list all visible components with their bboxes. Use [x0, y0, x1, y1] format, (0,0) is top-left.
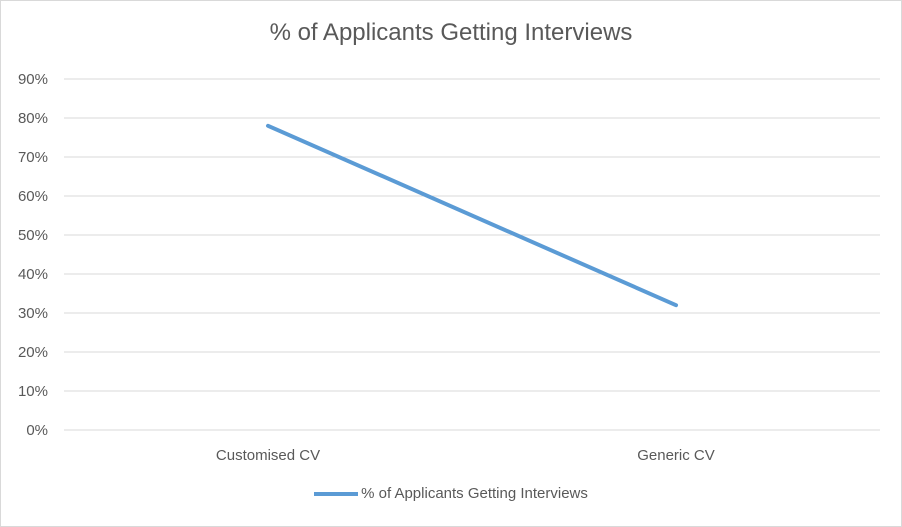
series-line — [266, 123, 678, 308]
y-tick-label: 80% — [18, 110, 48, 127]
y-tick-label: 30% — [18, 305, 48, 322]
y-tick-label: 70% — [18, 149, 48, 166]
legend-swatch — [314, 491, 359, 496]
chart-title: % of Applicants Getting Interviews — [269, 19, 633, 46]
y-tick-label: 20% — [18, 344, 48, 361]
gridlines — [64, 78, 880, 431]
y-axis-ticks: 0% 10% 20% 30% 40% 50% 60% 70% 80% 90% — [18, 71, 48, 439]
series-lines — [266, 123, 678, 308]
y-tick-label: 40% — [18, 266, 48, 283]
legend-label: % of Applicants Getting Interviews — [361, 485, 588, 502]
y-tick-label: 0% — [26, 422, 48, 439]
y-tick-label: 10% — [18, 383, 48, 400]
y-tick-label: 60% — [18, 188, 48, 205]
x-tick-label: Generic CV — [637, 447, 715, 464]
y-tick-label: 90% — [18, 71, 48, 88]
x-tick-label: Customised CV — [216, 447, 320, 464]
legend: % of Applicants Getting Interviews — [1, 485, 901, 502]
y-tick-label: 50% — [18, 227, 48, 244]
x-axis-ticks: Customised CV Generic CV — [216, 447, 715, 464]
